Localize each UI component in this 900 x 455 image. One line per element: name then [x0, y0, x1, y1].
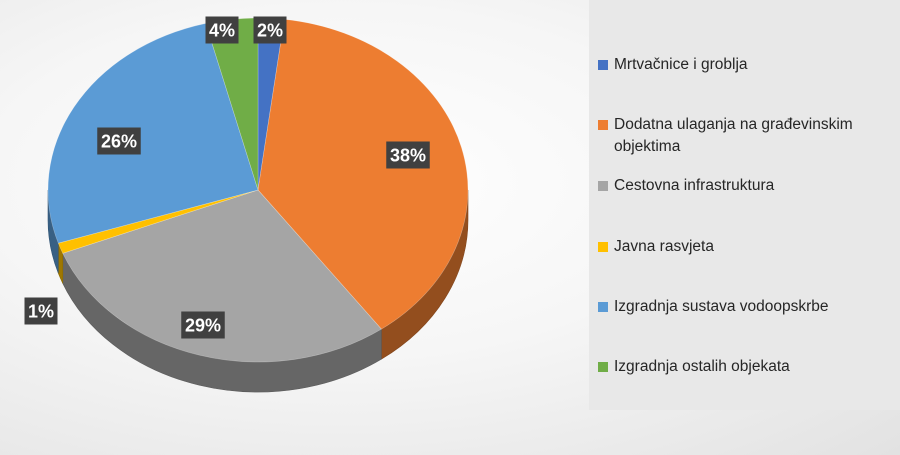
legend-swatch-ostali-objekti: [598, 362, 608, 372]
legend-label-javna-rasvjeta: Javna rasvjeta: [614, 238, 714, 255]
data-label-mrtvacnice-i-groblja: 2%: [257, 21, 283, 41]
legend-swatch-mrtvacnice: [598, 60, 608, 70]
pie-slice-cestovna-infrastruktura: [62, 189, 382, 363]
data-label-box-dodatna-ulaganja-na-gradevinskim-objektima: [386, 141, 430, 169]
legend-swatch-cestovna: [598, 181, 608, 191]
pie-slice-javna-rasvjeta: [57, 189, 259, 254]
data-label-javna-rasvjeta: 1%: [28, 302, 54, 322]
legend-swatch-vodoopskrba: [598, 302, 608, 312]
data-label-box-cestovna-infrastruktura: [181, 311, 225, 339]
legend-item-ostali-objekti: Izgradnja ostalih objekata: [598, 356, 894, 378]
legend-item-javna-rasvjeta: Javna rasvjeta: [598, 236, 894, 258]
legend-label-ostali-objekti: Izgradnja ostalih objekata: [614, 358, 790, 375]
legend-label-dodatna-ulaganja: Dodatna ulaganja na građevinskim objekti…: [614, 116, 853, 155]
pie-chart: 2% 38% 29% 1% 26% 4%: [24, 16, 469, 393]
legend-item-vodoopskrba: Izgradnja sustava vodoopskrbe: [598, 296, 894, 318]
legend-swatch-dodatna-ulaganja: [598, 120, 608, 130]
legend-label-cestovna: Cestovna infrastruktura: [614, 177, 775, 194]
data-label-cestovna-infrastruktura: 29%: [185, 316, 221, 336]
pie-slice-izgradnja-sustava-vodoopskrbe: [47, 23, 259, 244]
data-label-box-izgradnja-ostalih-objekata: [205, 16, 239, 44]
data-label-izgradnja-ostalih-objekata: 4%: [209, 21, 235, 41]
data-label-dodatna-ulaganja-na-gradevinskim-objektima: 38%: [390, 146, 426, 166]
chart-legend: Mrtvačnice i groblja Dodatna ulaganja na…: [589, 0, 900, 410]
data-label-box-izgradnja-sustava-vodoopskrbe: [97, 127, 141, 155]
legend-label-mrtvacnice: Mrtvačnice i groblja: [614, 56, 748, 73]
pie-slice-dodatna-ulaganja-na-gradevinskim-objektima: [257, 19, 469, 330]
legend-item-cestovna: Cestovna infrastruktura: [598, 175, 894, 197]
data-label-box-mrtvacnice-i-groblja: [253, 16, 287, 44]
legend-swatch-javna-rasvjeta: [598, 242, 608, 252]
data-label-izgradnja-sustava-vodoopskrbe: 26%: [101, 132, 137, 152]
legend-item-dodatna-ulaganja: Dodatna ulaganja na građevinskim objekti…: [598, 114, 894, 158]
data-label-box-javna-rasvjeta: [24, 297, 58, 325]
legend-label-vodoopskrba: Izgradnja sustava vodoopskrbe: [614, 298, 829, 315]
legend-item-mrtvacnice: Mrtvačnice i groblja: [598, 54, 894, 76]
